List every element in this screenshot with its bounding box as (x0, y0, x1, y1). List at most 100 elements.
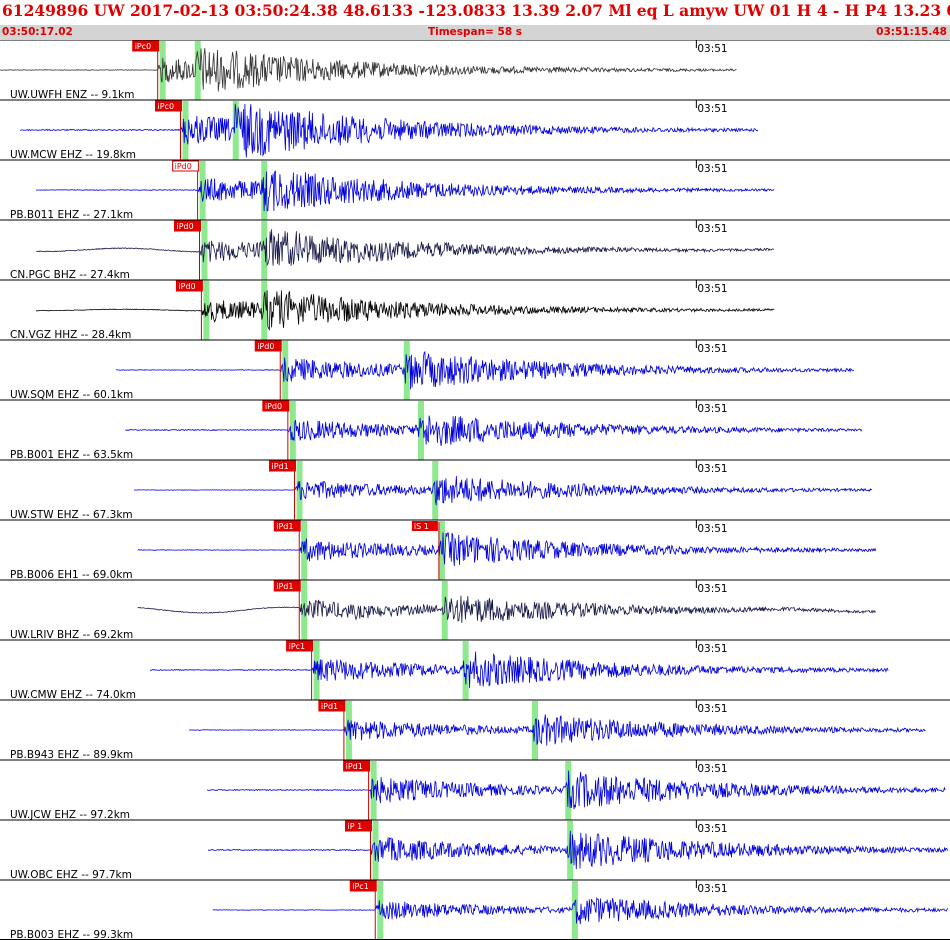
waveform (115, 350, 855, 390)
p-window (296, 461, 303, 520)
trace-row[interactable]: 03:51 iPd0 PB.B001 EHZ -- 63.5km (0, 399, 950, 461)
minute-tick-label: 03:51 (697, 43, 727, 55)
trace-row[interactable]: 03:51 iPc0 UW.MCW EHZ -- 19.8km (0, 99, 950, 161)
s-window (232, 101, 239, 160)
trace-row[interactable]: 03:51 iPd1 UW.STW EHZ -- 67.3km (0, 459, 950, 521)
p-pick-label: iPd0 (175, 162, 192, 171)
trace-row[interactable]: 03:51 iPc1 PB.B003 EHZ -- 99.3km (0, 879, 950, 940)
p-pick-label: iPd1 (272, 462, 289, 471)
waveform (206, 770, 946, 810)
trace-row[interactable]: 03:51 iPd1 UW.JCW EHZ -- 97.2km (0, 759, 950, 821)
s-pick[interactable]: iS 1 (411, 521, 440, 580)
station-label: UW.MCW EHZ -- 19.8km (10, 149, 136, 161)
station-label: UW.JCW EHZ -- 97.2km (10, 809, 130, 821)
p-pick-label: iPc0 (135, 42, 152, 51)
waveform (36, 290, 775, 331)
waveform-panel[interactable]: 03:51 iPc0 UW.UWFH ENZ -- 9.1km 03:51 iPc0 UW… (0, 40, 950, 940)
minute-tick-label: 03:51 (697, 523, 727, 535)
waveform (207, 830, 948, 870)
p-pick-marker[interactable] (155, 100, 182, 112)
station-label: UW.LRIV BHZ -- 69.2km (10, 629, 133, 641)
minute-tick-label: 03:51 (697, 343, 727, 355)
station-label: UW.STW EHZ -- 67.3km (10, 509, 133, 521)
trace-row[interactable]: 03:51 iPc0 UW.UWFH ENZ -- 9.1km (0, 40, 950, 101)
trace-row[interactable]: 03:51 iPd0 PB.B011 EHZ -- 27.1km (0, 159, 950, 221)
s-pick-marker[interactable] (411, 521, 438, 531)
waveform (19, 103, 759, 158)
s-window (438, 521, 445, 580)
minute-tick-label: 03:51 (697, 703, 727, 715)
trace-row[interactable]: 03:51 iPd0 CN.PGC BHZ -- 27.4km (0, 219, 950, 281)
station-label: UW.OBC EHZ -- 97.7km (10, 869, 132, 881)
s-window (261, 221, 268, 280)
s-window (261, 161, 268, 220)
p-pick-label: iPd0 (265, 402, 282, 411)
s-window (567, 821, 574, 880)
timespan-label: Timespan= 58 s (427, 26, 523, 38)
trace-row[interactable]: 03:51 iP 1 UW.OBC EHZ -- 97.7km (0, 819, 950, 881)
p-pick-marker[interactable] (175, 280, 203, 292)
p-pick-label: iPc1 (289, 642, 306, 651)
station-label: PB.B011 EHZ -- 27.1km (10, 209, 133, 221)
trace-row[interactable]: 03:51 iPd1 PB.B943 EHZ -- 89.9km (0, 699, 950, 761)
p-window (372, 821, 379, 880)
minute-tick-label: 03:51 (697, 763, 727, 775)
p-pick-marker[interactable] (318, 700, 346, 712)
p-pick-label: iPd1 (346, 762, 363, 771)
trace-row[interactable]: 03:51 iPd0 UW.SQM EHZ -- 60.1km (0, 339, 950, 401)
waveform (137, 595, 877, 623)
p-pick-marker[interactable] (286, 640, 314, 652)
p-window (203, 281, 210, 340)
p-pick-marker[interactable] (343, 760, 371, 772)
waveform (137, 532, 877, 567)
minute-tick-label: 03:51 (697, 283, 727, 295)
trace-row[interactable]: 03:51 iPd1 UW.LRIV BHZ -- 69.2km (0, 579, 950, 641)
trace-row[interactable]: 03:51 iPd0 CN.VGZ HHZ -- 28.4km (0, 279, 950, 341)
p-pick-label: iPd0 (257, 342, 274, 351)
waveform (188, 714, 926, 746)
window-start-time: 03:50:17.02 (2, 26, 73, 38)
minute-tick-label: 03:51 (697, 583, 727, 595)
waveform (149, 651, 889, 689)
station-label: CN.PGC BHZ -- 27.4km (10, 269, 130, 281)
station-label: PB.B003 EHZ -- 99.3km (10, 929, 133, 940)
s-window (403, 341, 410, 400)
s-window (194, 41, 201, 100)
p-pick-label: iPd1 (276, 582, 293, 591)
window-end-time: 03:51:15.48 (876, 26, 947, 38)
p-pick-marker[interactable] (345, 820, 372, 832)
p-window (313, 641, 320, 700)
s-window (462, 641, 469, 700)
p-pick-marker[interactable] (174, 220, 201, 232)
trace-row[interactable]: 03:51 iPd1 PB.B006 EH1 -- 69.0km (0, 519, 950, 581)
minute-tick-label: 03:51 (697, 883, 727, 895)
p-pick-marker[interactable] (254, 340, 282, 352)
p-pick-marker[interactable] (269, 460, 296, 472)
time-bar: 03:50:17.02 Timespan= 58 s 03:51:15.48 (0, 25, 950, 40)
p-pick-marker[interactable] (262, 400, 290, 412)
p-pick-label: iPd1 (321, 702, 338, 711)
p-window (199, 161, 206, 220)
p-pick-label: iPd1 (276, 522, 293, 531)
minute-tick-label: 03:51 (697, 463, 727, 475)
p-pick-marker[interactable] (273, 580, 301, 592)
p-pick-label: iPd0 (177, 222, 194, 231)
p-pick-label: iPd0 (178, 282, 195, 291)
station-label: CN.VGZ HHZ -- 28.4km (10, 329, 131, 341)
minute-tick-label: 03:51 (697, 223, 727, 235)
s-pick-label: iS 1 (414, 522, 429, 531)
trace-row[interactable]: 03:51 iPc1 UW.CMW EHZ -- 74.0km (0, 639, 950, 701)
p-pick-marker[interactable] (132, 40, 160, 52)
p-pick-label: iPc0 (158, 102, 175, 111)
p-pick-marker[interactable] (172, 160, 200, 172)
waveform (36, 229, 775, 267)
station-label: UW.UWFH ENZ -- 9.1km (10, 89, 134, 101)
p-pick-marker[interactable] (273, 520, 301, 532)
waveform (36, 170, 775, 212)
waveform (133, 476, 873, 506)
station-label: PB.B006 EH1 -- 69.0km (10, 569, 133, 581)
p-pick-label: iP 1 (348, 822, 363, 831)
p-pick-marker[interactable] (349, 880, 377, 892)
waveform (212, 896, 949, 925)
minute-tick-label: 03:51 (697, 403, 727, 415)
